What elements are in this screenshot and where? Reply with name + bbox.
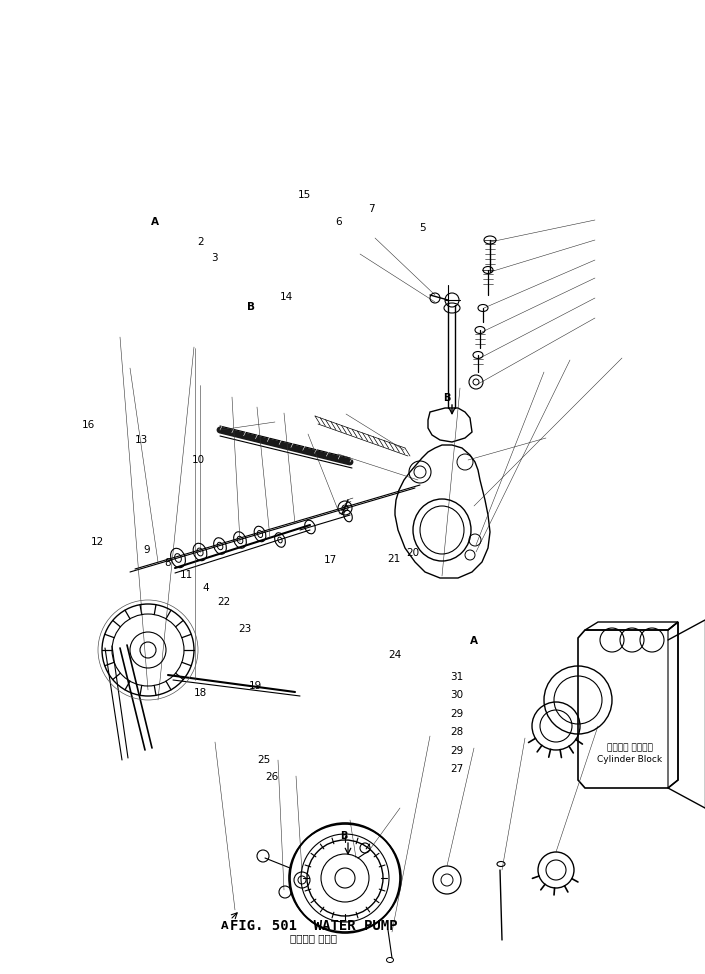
Text: 11: 11 <box>180 570 193 580</box>
Text: 5: 5 <box>419 223 427 233</box>
Text: 29: 29 <box>450 746 463 756</box>
Text: 22: 22 <box>218 597 231 607</box>
Text: 30: 30 <box>450 691 463 700</box>
Text: 20: 20 <box>407 548 419 558</box>
Text: 23: 23 <box>238 624 251 634</box>
Text: 24: 24 <box>388 650 401 659</box>
Text: 31: 31 <box>450 672 463 682</box>
Text: 10: 10 <box>192 455 205 465</box>
Text: A: A <box>470 636 478 646</box>
Text: 4: 4 <box>202 583 209 593</box>
Text: 18: 18 <box>195 689 207 698</box>
Text: 26: 26 <box>266 772 278 782</box>
Text: 12: 12 <box>91 537 104 546</box>
Text: 21: 21 <box>387 554 400 564</box>
Text: 29: 29 <box>450 709 463 719</box>
Text: 8: 8 <box>164 558 171 568</box>
Text: 27: 27 <box>450 765 463 774</box>
Text: 6: 6 <box>335 217 342 227</box>
Text: B: B <box>341 831 348 841</box>
Text: B: B <box>443 393 450 403</box>
Text: シリンダ ブロック: シリンダ ブロック <box>607 743 653 753</box>
Text: 14: 14 <box>280 292 293 302</box>
Text: 9: 9 <box>143 545 150 555</box>
Text: A: A <box>151 217 159 227</box>
Text: 19: 19 <box>249 681 262 691</box>
Text: 15: 15 <box>298 190 311 200</box>
Text: FIG. 501  WATER PUMP: FIG. 501 WATER PUMP <box>230 919 398 933</box>
Text: 28: 28 <box>450 728 463 737</box>
Text: B: B <box>247 302 255 312</box>
Text: ウォータ ポンプ: ウォータ ポンプ <box>290 933 337 943</box>
Text: 2: 2 <box>197 237 204 246</box>
Text: 3: 3 <box>211 253 218 263</box>
Text: 16: 16 <box>82 420 95 430</box>
Text: A: A <box>221 921 228 931</box>
Text: 13: 13 <box>135 435 147 445</box>
Text: 7: 7 <box>368 205 375 214</box>
Text: 17: 17 <box>324 555 336 565</box>
Text: 25: 25 <box>258 755 271 765</box>
Text: Cylinder Block: Cylinder Block <box>597 756 663 765</box>
